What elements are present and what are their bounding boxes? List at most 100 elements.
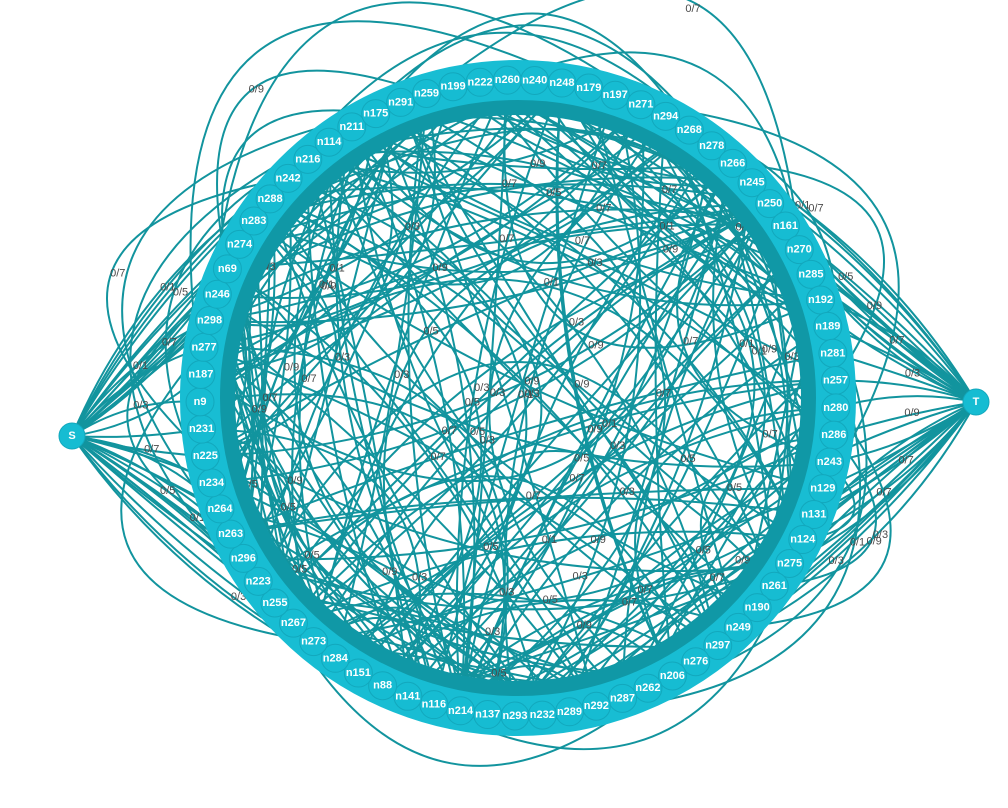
edge-flow-label: 0/5 (470, 426, 485, 438)
edge-flow-label: 0/7 (569, 473, 584, 485)
ring-node-label: n259 (414, 87, 439, 99)
ring-node[interactable]: n288 (255, 184, 285, 214)
ring-node-label: n249 (726, 621, 751, 633)
ring-node[interactable]: n223 (243, 566, 273, 596)
ring-node-label: n296 (231, 552, 256, 564)
ring-node[interactable]: n242 (273, 163, 303, 193)
ring-node[interactable]: n245 (737, 168, 767, 198)
ring-node[interactable]: n292 (581, 691, 611, 721)
ring-node[interactable]: n267 (278, 608, 308, 638)
edge-flow-label: 0/3 (231, 591, 246, 603)
edge-flow-label: 0/9 (249, 83, 264, 95)
ring-node[interactable]: n277 (189, 332, 219, 362)
ring-node[interactable]: n278 (697, 131, 727, 161)
ring-node[interactable]: n273 (299, 627, 329, 657)
ring-node[interactable]: n141 (393, 681, 423, 711)
ring-node[interactable]: n197 (600, 80, 630, 110)
ring-node[interactable]: n276 (681, 647, 711, 677)
ring-node[interactable]: n189 (813, 311, 843, 341)
outer-edge (676, 162, 830, 464)
ring-node[interactable]: n285 (796, 259, 826, 289)
ring-node-label: n261 (762, 580, 787, 592)
ring-node[interactable]: n114 (314, 127, 344, 157)
ring-node[interactable]: n69 (212, 254, 242, 284)
ring-node[interactable]: n243 (814, 447, 844, 477)
ring-node[interactable]: n131 (799, 500, 829, 530)
ring-node[interactable]: n287 (607, 683, 637, 713)
ring-node[interactable]: n187 (186, 359, 216, 389)
ring-node[interactable]: n260 (492, 65, 522, 95)
ring-node[interactable]: n255 (260, 588, 290, 618)
ring-node[interactable]: n262 (633, 673, 663, 703)
ring-node[interactable]: n249 (723, 612, 753, 642)
outer-edge (269, 198, 483, 687)
ring-node[interactable]: n297 (703, 630, 733, 660)
ring-node[interactable]: n275 (775, 549, 805, 579)
ring-node[interactable]: n284 (320, 643, 350, 673)
ring-node[interactable]: n124 (788, 525, 818, 555)
ring-node[interactable]: n199 (438, 72, 468, 102)
ring-node[interactable]: n283 (239, 206, 269, 236)
sink-node[interactable]: T (962, 388, 990, 416)
ring-edge (242, 86, 455, 559)
ring-node[interactable]: n161 (770, 211, 800, 241)
edge-flow-label: 0/1 (602, 418, 617, 430)
ring-node[interactable]: n190 (742, 593, 772, 623)
ring-node[interactable]: n270 (784, 235, 814, 265)
ring-node-label: n242 (276, 172, 301, 184)
ring-node[interactable]: n280 (821, 393, 851, 423)
outer-edge (226, 268, 831, 603)
ring-node[interactable]: n246 (202, 279, 232, 309)
ring-node[interactable]: n137 (473, 700, 503, 730)
edge-flow-label: 0/1 (850, 537, 865, 549)
ring-node[interactable]: n257 (821, 365, 851, 395)
edge-flow-label: 0/1 (518, 389, 533, 401)
ring-node[interactable]: n192 (806, 285, 836, 315)
ring-node[interactable]: n286 (819, 420, 849, 450)
ring-node[interactable]: n234 (197, 468, 227, 498)
ring-node-label: n281 (820, 347, 845, 359)
ring-node[interactable]: n211 (337, 112, 367, 142)
ring-node[interactable]: n263 (216, 519, 246, 549)
ring-node-label: n294 (653, 110, 679, 122)
ring-node[interactable]: n281 (818, 338, 848, 368)
ring-node[interactable]: n116 (419, 690, 449, 720)
outer-edge (425, 0, 801, 250)
ring-node[interactable]: n129 (808, 474, 838, 504)
ring-node[interactable]: n231 (187, 414, 217, 444)
edge-flow-label: 0/3 (784, 351, 799, 363)
ring-node[interactable]: n296 (228, 543, 258, 573)
source-node[interactable]: S (58, 422, 86, 450)
ring-node[interactable]: n266 (718, 148, 748, 178)
edge-flow-label: 0/9 (587, 423, 602, 435)
ring-node[interactable]: n289 (555, 697, 585, 727)
ring-node[interactable]: n259 (412, 78, 442, 108)
ring-edge (204, 455, 544, 716)
ring-node[interactable]: n179 (574, 73, 604, 103)
ring-node[interactable]: n151 (343, 658, 373, 688)
ring-node[interactable]: n216 (293, 144, 323, 174)
ring-node[interactable]: n298 (195, 306, 225, 336)
ring-node[interactable]: n261 (759, 571, 789, 601)
ring-node[interactable]: n248 (547, 68, 577, 98)
ring-node[interactable]: n291 (386, 87, 416, 117)
ring-edge (621, 274, 812, 699)
ring-node[interactable]: n250 (755, 189, 785, 219)
ring-node[interactable]: n240 (520, 65, 550, 95)
ring-node[interactable]: n9 (185, 387, 215, 417)
ring-node[interactable]: n206 (657, 661, 687, 691)
edge-flow-label: 0/7 (262, 392, 277, 404)
ring-node[interactable]: n225 (190, 441, 220, 471)
ring-node[interactable]: n222 (465, 67, 495, 97)
ring-node[interactable]: n232 (527, 700, 557, 730)
ring-node[interactable]: n264 (205, 494, 235, 524)
ring-node[interactable]: n294 (651, 101, 681, 131)
ring-node-label: n179 (576, 82, 601, 94)
ring-node[interactable]: n274 (225, 229, 255, 259)
ring-node[interactable]: n268 (674, 115, 704, 145)
ring-node[interactable]: n293 (500, 701, 530, 731)
ring-node[interactable]: n175 (361, 99, 391, 129)
ring-node[interactable]: n88 (368, 671, 398, 701)
ring-node[interactable]: n214 (446, 696, 476, 726)
ring-node[interactable]: n271 (626, 90, 656, 120)
